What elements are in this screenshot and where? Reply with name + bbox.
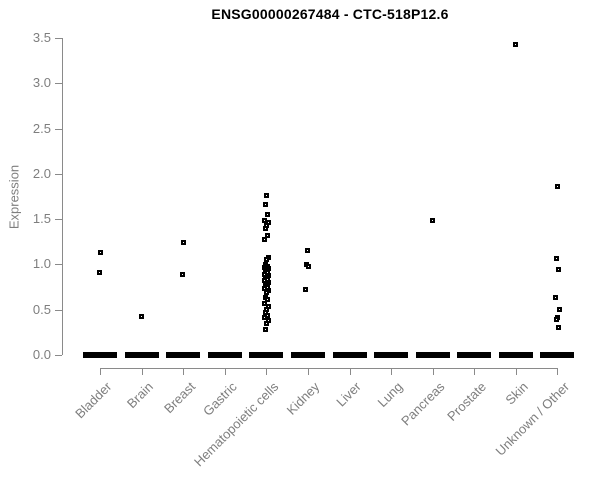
y-axis-tick-label: 1.0	[32, 256, 51, 272]
x-axis-tick	[183, 368, 185, 375]
chart-title: ENSG00000267484 - CTC-518P12.6	[211, 6, 449, 22]
y-axis-tick-label: 2.0	[32, 165, 51, 181]
x-axis-tick	[391, 368, 393, 375]
zero-cluster-bar	[290, 352, 325, 358]
x-axis-tick	[141, 368, 143, 375]
data-point	[552, 295, 558, 301]
data-point	[264, 232, 270, 238]
y-axis-tick	[55, 128, 62, 130]
x-axis-category-label: Gastric	[199, 379, 240, 419]
y-axis-tick	[55, 173, 62, 175]
data-point	[262, 202, 268, 208]
data-point	[263, 320, 269, 326]
y-axis-tick	[55, 264, 62, 266]
x-axis-category-label: Lung	[374, 379, 406, 411]
zero-cluster-bar	[457, 352, 492, 358]
y-axis-tick	[55, 355, 62, 356]
y-axis-tick	[55, 309, 62, 311]
data-point	[556, 307, 562, 313]
data-point	[553, 317, 559, 323]
data-point	[306, 263, 312, 269]
x-axis-category-label: Bladder	[72, 379, 115, 422]
data-point	[513, 41, 519, 47]
x-axis-tick	[224, 368, 226, 375]
x-axis-tick	[349, 368, 351, 375]
x-axis-category-label: Brain	[124, 379, 157, 412]
x-axis-category-label: Unknown / Other	[492, 379, 573, 459]
data-point	[97, 250, 103, 256]
zero-cluster-bar	[249, 352, 284, 358]
data-point	[553, 255, 559, 261]
y-axis-line	[62, 38, 63, 355]
data-point	[554, 184, 560, 190]
data-point	[263, 290, 269, 295]
y-axis-tick	[55, 83, 62, 85]
zero-cluster-bar	[374, 352, 409, 358]
x-axis-tick	[474, 368, 476, 375]
data-point	[263, 193, 269, 199]
data-point	[555, 267, 561, 273]
y-axis-tick-label: 3.0	[32, 75, 51, 91]
x-axis-tick	[515, 368, 517, 375]
data-point	[430, 218, 436, 224]
x-axis-category-label: Liver	[333, 379, 365, 410]
x-axis-tick	[432, 368, 434, 375]
zero-cluster-bar	[540, 352, 575, 358]
data-point	[264, 312, 270, 318]
zero-cluster-bar	[83, 352, 117, 358]
data-point	[262, 225, 268, 231]
zero-cluster-bar	[124, 352, 159, 358]
x-axis-category-label: Skin	[502, 379, 531, 408]
x-axis-category-label: Prostate	[444, 379, 489, 424]
data-point	[261, 315, 267, 321]
y-axis-tick-label: 0.5	[32, 301, 51, 317]
x-axis-line	[100, 368, 558, 369]
y-axis-tick	[55, 38, 62, 39]
y-axis-tick-label: 1.5	[32, 211, 51, 227]
data-point	[179, 271, 185, 277]
data-point	[305, 248, 311, 254]
zero-cluster-bar	[207, 352, 242, 358]
x-axis-category-label: Breast	[160, 379, 198, 417]
x-axis-tick	[100, 368, 101, 375]
x-axis-tick	[266, 368, 268, 375]
zero-cluster-bar	[332, 352, 367, 358]
data-point	[180, 240, 186, 246]
y-axis-tick-label: 3.5	[32, 30, 51, 45]
y-axis-tick-label: 0.0	[32, 347, 51, 362]
zero-cluster-bar	[498, 352, 533, 358]
data-point	[263, 257, 269, 263]
y-axis-tick	[55, 219, 62, 221]
data-point	[261, 236, 267, 242]
x-axis-category-label: Kidney	[283, 379, 323, 418]
data-point	[262, 327, 268, 333]
y-axis-tick-label: 2.5	[32, 120, 51, 136]
data-point	[555, 325, 561, 331]
data-point	[261, 217, 267, 223]
data-point	[261, 300, 267, 306]
x-axis-tick	[307, 368, 309, 375]
data-point	[303, 287, 309, 293]
x-axis-category-label: Pancreas	[397, 379, 448, 429]
zero-cluster-bar	[415, 352, 450, 358]
x-axis-tick	[557, 368, 559, 375]
data-point	[264, 212, 270, 218]
zero-cluster-bar	[166, 352, 201, 358]
data-point	[264, 297, 270, 303]
data-point	[96, 270, 102, 276]
data-point	[139, 313, 145, 319]
